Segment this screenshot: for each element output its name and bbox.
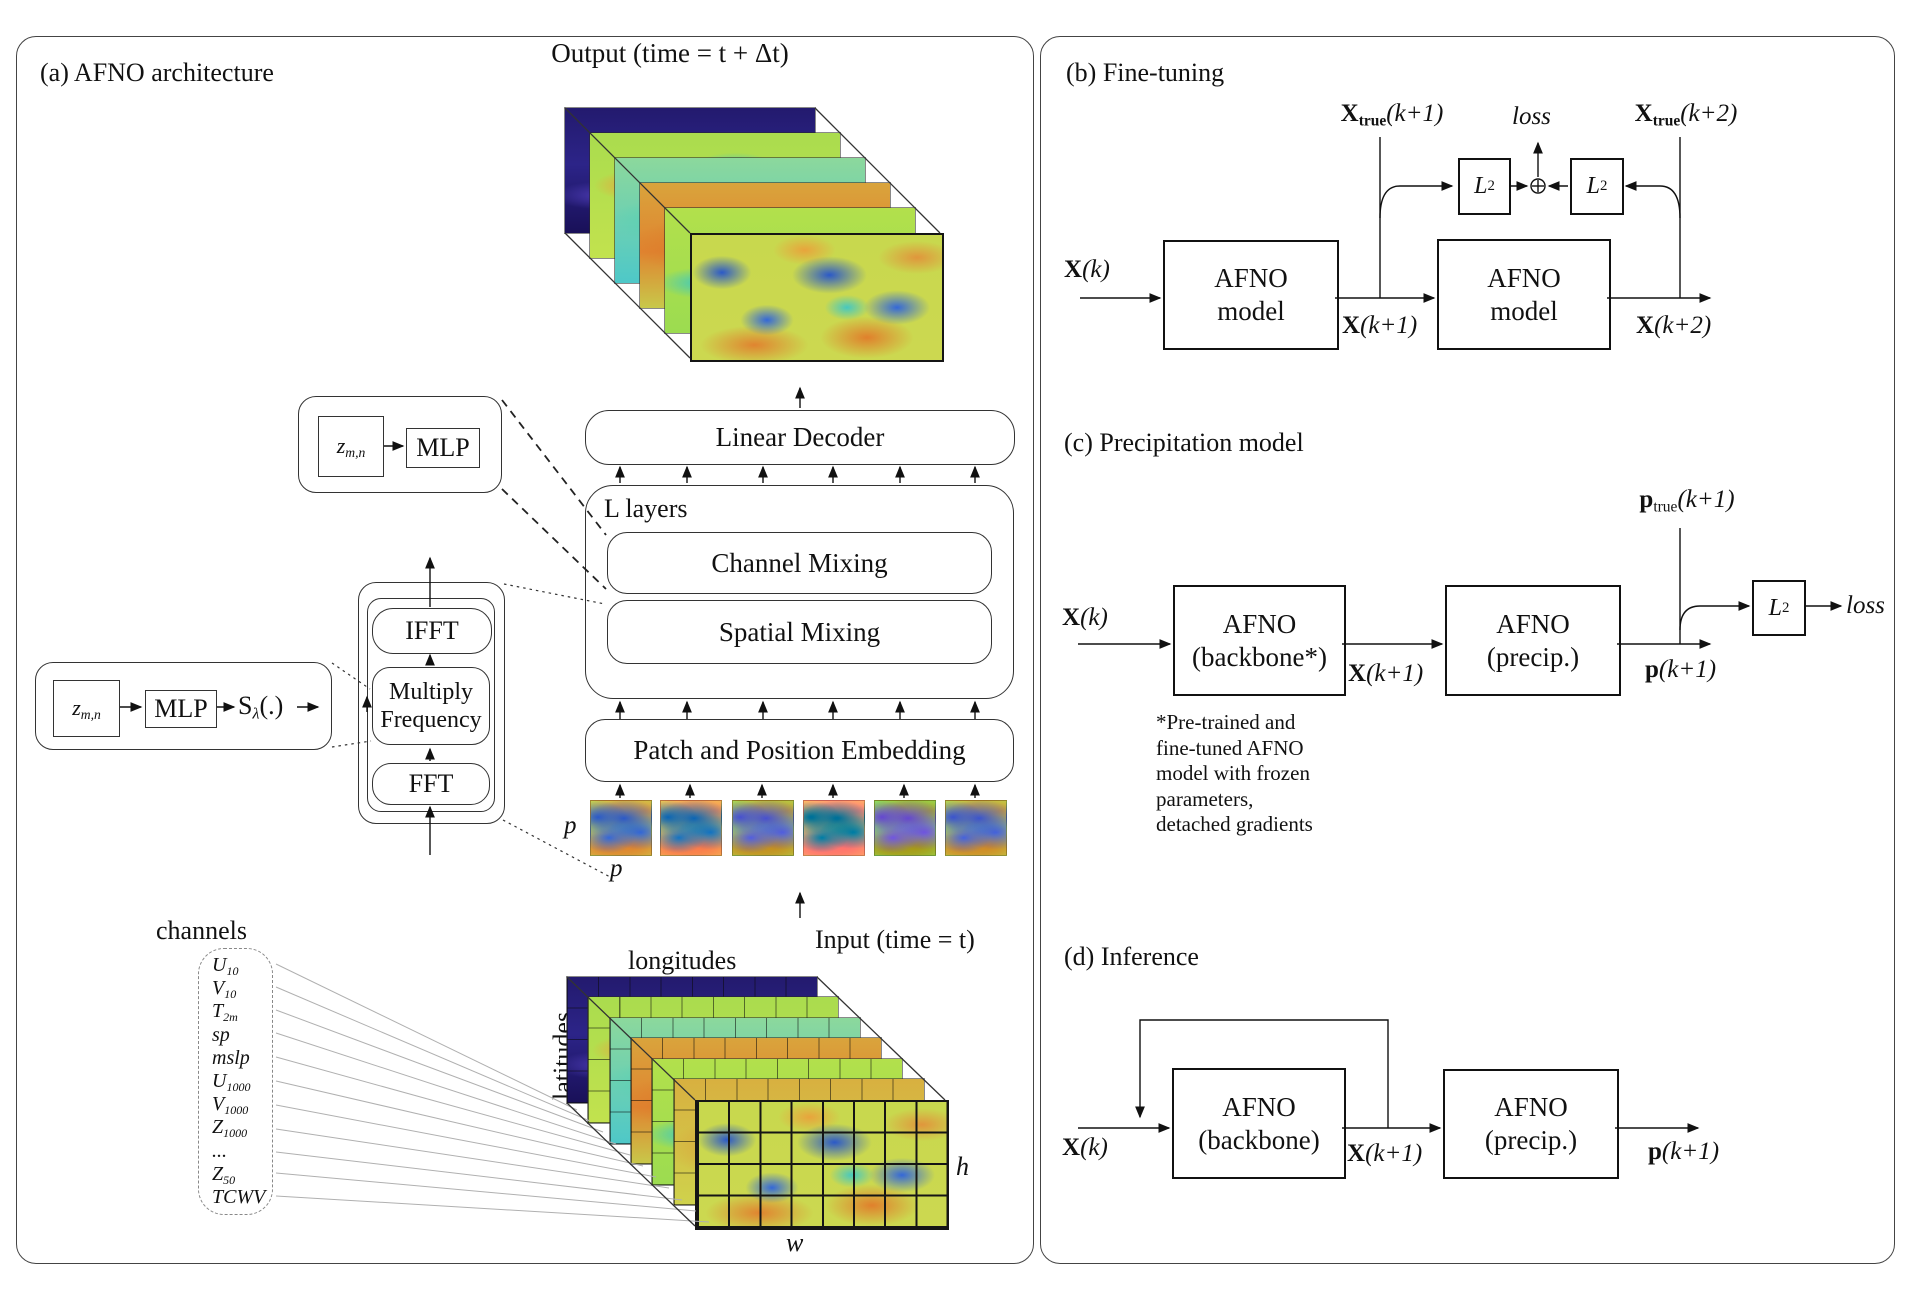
z-mn-label-2: zm,n (72, 694, 101, 722)
spatial-mixing-box: Spatial Mixing (607, 600, 992, 664)
channel-z50: Z50 (212, 1162, 236, 1187)
afno-precip-box-d: AFNO (precip.) (1443, 1069, 1619, 1179)
channel-mixing-label: Channel Mixing (711, 547, 888, 578)
longitudes-label: longitudes (628, 946, 737, 975)
x-k-label-c: X(k) (1062, 604, 1108, 631)
l-layers-label: L layers (604, 494, 688, 523)
loss-label-b: loss (1512, 103, 1551, 130)
height-h-label: h (956, 1152, 969, 1181)
x-k-label-b: X(k) (1064, 256, 1110, 283)
ifft-box: IFFT (372, 608, 492, 654)
backbone-footnote: *Pre-trained and fine-tuned AFNO model w… (1156, 710, 1313, 836)
panel-b-title: (b) Fine-tuning (1066, 58, 1225, 87)
channel-mslp: mslp (212, 1046, 250, 1069)
channel-u1000: U1000 (212, 1069, 251, 1094)
p-true-k1-label: ptrue(k+1) (1639, 486, 1735, 516)
output-layer-front (690, 233, 944, 362)
mlp-top-z-box: zm,n (318, 416, 384, 477)
channel-mixing-box: Channel Mixing (607, 532, 992, 594)
channel-sp: sp (212, 1023, 230, 1046)
channel-v1000: V1000 (212, 1093, 249, 1118)
channels-title: channels (156, 916, 247, 945)
x-k2-label-b: X(k+2) (1636, 312, 1712, 339)
mlp-left-z-box: zm,n (53, 680, 120, 737)
channel-tcwv: TCWV (212, 1185, 266, 1208)
z-mn-label: zm,n (336, 432, 366, 460)
patch-tile-4 (803, 800, 865, 856)
patch-tile-3 (732, 800, 794, 856)
patch-embed-label: Patch and Position Embedding (633, 735, 966, 765)
patch-tile-6 (945, 800, 1007, 856)
soft-shrink-label: Sλ(.) (238, 691, 284, 723)
afno-precip-box-c: AFNO (precip.) (1445, 585, 1621, 696)
input-label: Input (time = t) (815, 925, 975, 954)
linear-decoder-label: Linear Decoder (715, 422, 885, 452)
channel-t2m: T2m (212, 1000, 238, 1025)
x-k1-label-c: X(k+1) (1348, 660, 1424, 687)
channel-v10: V10 (212, 977, 237, 1002)
spatial-mixing-label: Spatial Mixing (718, 616, 881, 647)
fft-label: FFT (408, 769, 454, 798)
ifft-label: IFFT (405, 616, 459, 645)
width-w-label: w (786, 1228, 804, 1257)
mlp-top-label: MLP (416, 433, 470, 462)
patch-tile-1 (590, 800, 652, 856)
afno-backbone-box-d: AFNO (backbone) (1172, 1068, 1346, 1179)
panel-c-title: (c) Precipitation model (1064, 428, 1304, 457)
mlp-top-box: MLP (406, 428, 480, 468)
patch-size-p-left: p (564, 812, 577, 839)
channel-u10: U10 (212, 954, 239, 978)
multiply-frequency-box: Multiply Frequency (372, 667, 490, 745)
mlp-left-label: MLP (154, 694, 208, 723)
p-k1-label-c: p(k+1) (1645, 656, 1717, 683)
patch-tile-5 (874, 800, 936, 856)
channel-z1000: Z1000 (212, 1116, 248, 1141)
x-k1-label-d: X(k+1) (1347, 1140, 1423, 1167)
loss-label-c: loss (1846, 592, 1885, 619)
patch-size-p-bottom: p (610, 855, 623, 882)
patch-embed-box: Patch and Position Embedding (585, 719, 1014, 782)
multiply-frequency-label: Multiply Frequency (380, 679, 482, 733)
channels-box: U10 V10 T2m sp mslp U1000 V1000 Z1000 ..… (198, 948, 273, 1215)
afno-backbone-box-c: AFNO (backbone*) (1173, 585, 1346, 696)
x-k1-label-b: X(k+1) (1342, 312, 1418, 339)
fft-box: FFT (372, 763, 490, 805)
patch-tile-2 (660, 800, 722, 856)
input-layer-front (695, 1100, 949, 1230)
output-label: Output (time = t + Δt) (551, 38, 789, 68)
x-true-k1-label: Xtrue(k+1) (1340, 100, 1444, 130)
linear-decoder-box: Linear Decoder (585, 410, 1015, 465)
panel-a-title: (a) AFNO architecture (40, 58, 274, 87)
panel-d-title: (d) Inference (1064, 942, 1199, 971)
afno-model-box-2: AFNO model (1437, 239, 1611, 350)
mlp-left-box: MLP (145, 690, 217, 728)
afno-model-box-1: AFNO model (1163, 240, 1339, 350)
channel-ellipsis: ... (212, 1139, 227, 1162)
x-k-label-d: X(k) (1062, 1134, 1108, 1161)
x-true-k2-label: Xtrue(k+2) (1634, 100, 1738, 130)
p-k1-label-d: p(k+1) (1648, 1138, 1720, 1165)
